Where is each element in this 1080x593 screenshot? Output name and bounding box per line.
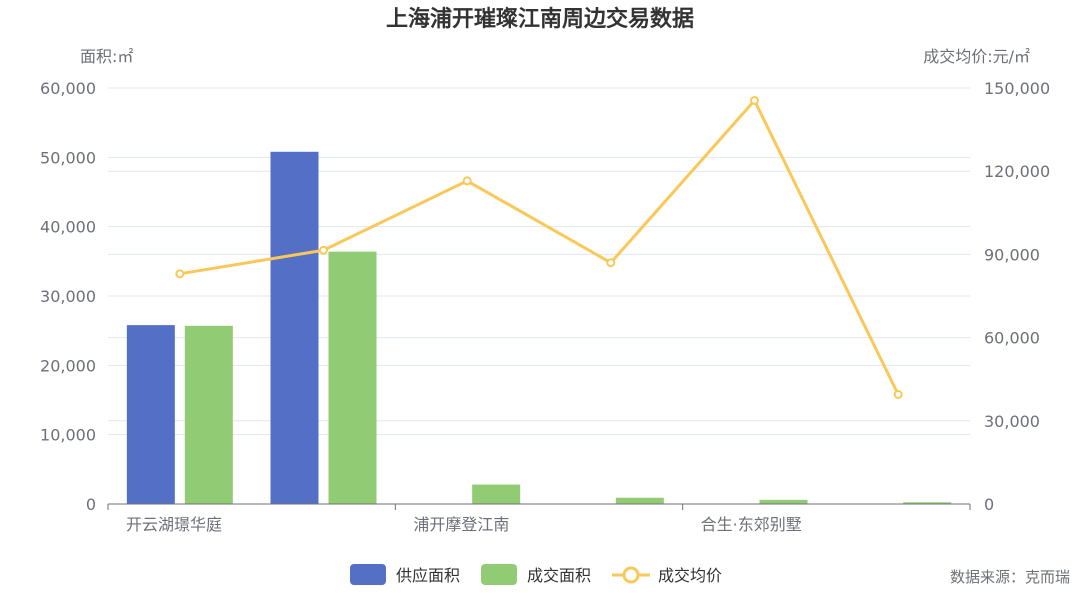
grid-lines [108, 87, 970, 436]
y-left-tick-label: 30,000 [40, 287, 96, 306]
x-tick-label: 开云湖璟华庭 [126, 515, 222, 534]
bar [126, 325, 175, 504]
chart-title: 上海浦开璀璨江南周边交易数据 [386, 6, 694, 32]
bar [270, 151, 319, 504]
bar [328, 251, 377, 504]
legend-swatch [481, 564, 517, 585]
y-right-tick-label: 60,000 [984, 329, 1040, 348]
line-point [893, 389, 903, 399]
line-point [462, 176, 472, 186]
y-left-tick-label: 20,000 [40, 356, 96, 375]
x-tick-label: 浦开摩登江南 [413, 515, 509, 534]
legend-label: 成交面积 [527, 566, 591, 585]
series-line [179, 98, 900, 396]
line-group [175, 95, 903, 399]
y-right-tick-label: 150,000 [984, 79, 1050, 98]
left-axis-unit: 面积:㎡ [80, 47, 133, 66]
line-point [606, 258, 616, 268]
y-left-tick-label: 60,000 [40, 79, 96, 98]
bars-group [126, 151, 952, 504]
x-tick-label: 合生·东郊别墅 [701, 515, 802, 534]
line-point [319, 245, 328, 255]
bar [903, 502, 952, 504]
source-note: 数据来源：克而瑞 [950, 568, 1070, 586]
line-point [750, 95, 759, 105]
legend-swatch [350, 564, 386, 585]
y-left-tick-label: 0 [86, 495, 96, 514]
bar [759, 499, 808, 504]
y-right-tick-label: 30,000 [984, 412, 1040, 431]
legend-swatch-marker [622, 566, 640, 584]
axes-group: 0 10,000 20,000 30,000 40,000 50,000 60,000 0 30… [40, 79, 1050, 534]
bar [615, 497, 664, 504]
y-right-tick-label: 90,000 [984, 245, 1040, 264]
legend-label: 成交均价 [658, 566, 722, 585]
bar [184, 325, 233, 504]
y-right-tick-label: 0 [984, 495, 994, 514]
y-left-tick-label: 50,000 [40, 148, 96, 167]
y-left-tick-label: 40,000 [40, 218, 96, 237]
bar [472, 484, 521, 504]
y-right-tick-label: 120,000 [984, 162, 1050, 181]
y-left-tick-label: 10,000 [40, 426, 96, 445]
right-axis-unit: 成交均价:元/㎡ [923, 47, 1030, 66]
line-point [175, 269, 185, 279]
legend-label: 供应面积 [396, 566, 460, 585]
legend: 供应面积 成交面积 成交均价 [350, 564, 722, 585]
